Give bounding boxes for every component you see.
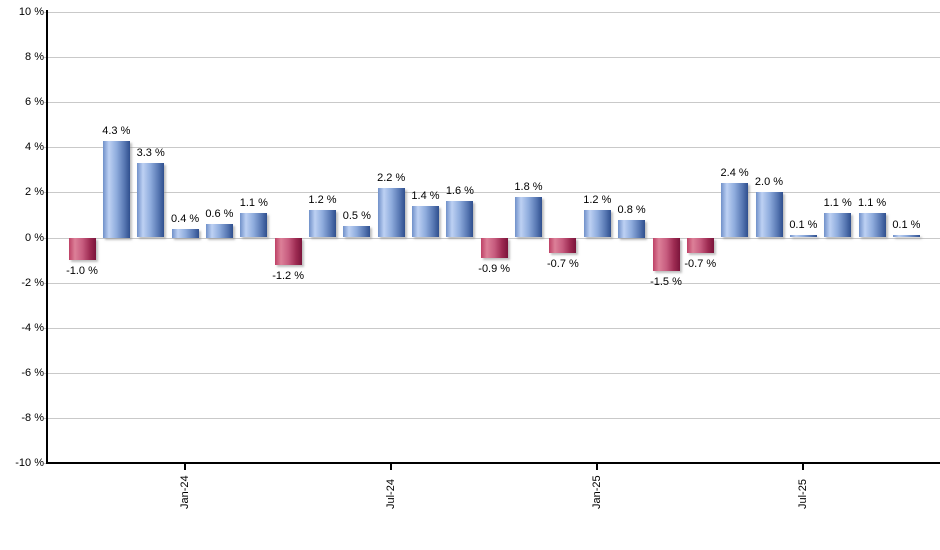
y-axis-label: -10 %	[15, 457, 44, 469]
bar-value-label: -0.7 %	[546, 258, 579, 271]
bar-value-label: -1.5 %	[650, 276, 682, 289]
bar-negative	[480, 237, 508, 258]
y-gridline	[44, 12, 940, 13]
y-axis-label: 10 %	[18, 6, 44, 18]
y-axis-line	[46, 10, 48, 464]
y-axis-label: -8 %	[21, 411, 44, 424]
bar-negative	[652, 237, 680, 272]
y-axis-label: 8 %	[25, 51, 44, 64]
bar-positive	[721, 183, 749, 238]
bar-positive	[205, 224, 233, 238]
bar-value-label: 1.2 %	[583, 194, 612, 207]
y-gridline	[44, 417, 940, 419]
bar-positive	[515, 196, 542, 238]
bar-value-label: 1.1 %	[858, 196, 887, 209]
bar-positive	[755, 192, 783, 238]
bar-value-label: 0.8 %	[617, 203, 646, 216]
y-axis-label: 4 %	[25, 141, 44, 154]
y-gridline	[44, 282, 940, 284]
y-gridline	[44, 147, 940, 149]
y-gridline	[44, 192, 940, 194]
y-gridline	[44, 102, 940, 104]
bar-value-label: 0.5 %	[342, 210, 371, 223]
y-gridline	[44, 372, 940, 374]
x-axis-tick-label: Jan-25	[591, 475, 604, 509]
y-axis-label: -4 %	[21, 321, 44, 334]
bar-positive	[343, 226, 371, 238]
bar-positive	[171, 228, 199, 238]
bar-value-label: -0.7 %	[684, 258, 717, 271]
bar-positive	[858, 212, 886, 238]
bar-value-label: 2.2 %	[377, 171, 406, 184]
bar-negative	[274, 237, 302, 265]
y-axis-label: 2 %	[25, 186, 44, 199]
bar-value-label: 0.1 %	[789, 219, 818, 232]
x-axis-tick-label: Jul-25	[797, 479, 810, 509]
y-axis-label: -6 %	[21, 366, 44, 379]
x-axis-tick	[802, 464, 805, 470]
bar-value-label: 1.6 %	[445, 185, 474, 198]
x-axis-line	[46, 462, 940, 464]
bar-negative	[686, 237, 714, 254]
bar-value-label: 2.0 %	[754, 176, 784, 189]
bar-positive	[377, 187, 405, 238]
bar-positive	[309, 210, 336, 238]
bar-value-label: 2.4 %	[720, 167, 749, 180]
bar-value-label: -1.2 %	[272, 269, 304, 282]
bar-value-label: 3.3 %	[136, 147, 165, 160]
bar-positive	[240, 212, 268, 238]
bar-value-label: 1.1 %	[823, 196, 852, 209]
y-gridline	[44, 57, 940, 59]
bar-negative	[549, 237, 577, 254]
bar-positive	[137, 163, 165, 238]
bar-value-label: -1.0 %	[66, 265, 98, 278]
bar-value-label: 0.1 %	[892, 219, 921, 232]
bar-positive	[824, 212, 852, 238]
bar-positive	[583, 210, 611, 238]
bar-positive	[789, 235, 817, 238]
x-axis-tick-label: Jan-24	[179, 475, 192, 509]
x-axis-tick	[184, 464, 187, 470]
bar-value-label: 1.2 %	[308, 194, 337, 207]
y-axis-label: 0 %	[25, 231, 44, 244]
bar-value-label: 1.4 %	[411, 189, 440, 202]
bar-positive	[446, 201, 474, 238]
bar-value-label: -0.9 %	[478, 262, 511, 275]
x-axis-tick	[596, 464, 599, 470]
bar-positive	[892, 235, 920, 238]
bar-value-label: 0.4 %	[171, 212, 200, 225]
bar-value-label: 1.8 %	[514, 180, 543, 193]
y-axis-label: 6 %	[25, 96, 44, 109]
y-gridline	[44, 327, 940, 329]
bar-positive	[412, 205, 439, 238]
bar-negative	[68, 237, 96, 261]
bar-value-label: 4.3 %	[102, 124, 131, 137]
x-axis-tick-label: Jul-24	[385, 479, 398, 509]
bar-positive	[618, 219, 646, 238]
x-axis-tick	[390, 464, 393, 470]
bar-value-label: 1.1 %	[239, 196, 268, 209]
y-axis-label: -2 %	[21, 276, 44, 289]
bar-value-label: 0.6 %	[205, 208, 234, 220]
bar-positive	[102, 140, 130, 238]
